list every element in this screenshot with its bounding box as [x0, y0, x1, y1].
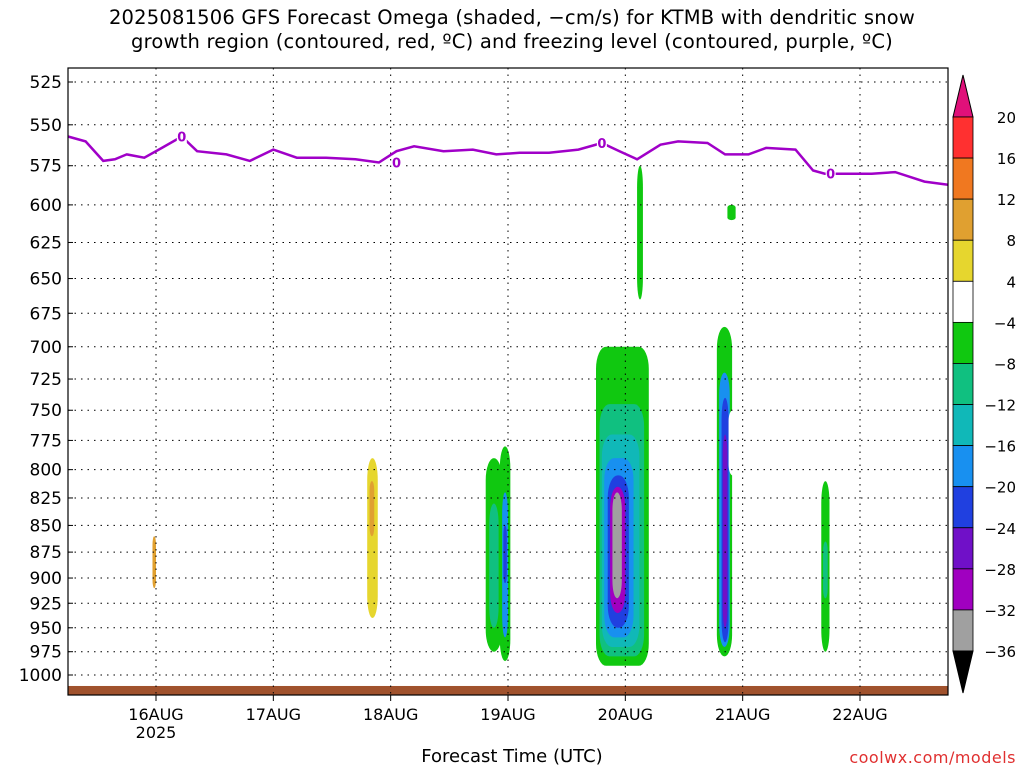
y-tick-label: 800 — [30, 461, 62, 481]
x-tick-label: 16AUG — [128, 705, 183, 724]
colorbar-bottom-arrow — [952, 650, 974, 694]
y-tick-label: 675 — [30, 304, 62, 324]
watermark[interactable]: coolwx.com/models — [849, 748, 1016, 767]
x-tick-label: 18AUG — [363, 705, 418, 724]
colorbar-label: −32 — [984, 602, 1016, 620]
y-tick-label: 600 — [30, 196, 62, 216]
colorbar-label: 16 — [997, 150, 1016, 168]
omega-region — [834, 410, 844, 521]
colorbar-band — [952, 198, 974, 241]
x-axis-label: Forecast Time (UTC) — [421, 746, 603, 767]
y-tick-label: 775 — [30, 431, 62, 451]
chart-title: 2025081506 GFS Forecast Omega (shaded, −… — [0, 6, 1024, 54]
colorbar-band — [952, 116, 974, 159]
colorbar-label: 8 — [1006, 232, 1016, 250]
freezing-level-label: 0 — [826, 168, 835, 183]
y-tick-label: 625 — [30, 233, 62, 253]
colorbar-band — [952, 609, 974, 652]
x-tick-label: 17AUG — [246, 705, 301, 724]
y-tick-label: 575 — [30, 157, 62, 177]
omega-region — [807, 372, 816, 464]
omega-region — [728, 410, 737, 476]
colorbar-label: 12 — [997, 191, 1016, 209]
omega-region — [637, 165, 643, 300]
title-line-2: growth region (contoured, red, ºC) and f… — [131, 30, 893, 53]
colorbar-band — [952, 321, 974, 364]
omega-region — [146, 492, 158, 623]
omega-region — [152, 536, 156, 589]
x-tick-label: 20AUG — [598, 705, 653, 724]
y-tick-label: 875 — [30, 543, 62, 563]
y-tick-label: 825 — [30, 489, 62, 509]
colorbar-label: −36 — [984, 643, 1016, 661]
colorbar-band — [952, 445, 974, 488]
y-tick-label: 725 — [30, 370, 62, 390]
omega-region — [735, 64, 746, 134]
colorbar-band — [952, 239, 974, 282]
colorbar-label: −20 — [984, 479, 1016, 497]
y-tick-label: 650 — [30, 270, 62, 290]
x-tick-sublabel: 2025 — [136, 723, 177, 742]
colorbar-band — [952, 527, 974, 570]
colorbar-label: −8 — [994, 355, 1016, 373]
colorbar-band — [952, 486, 974, 529]
colorbar-label: −28 — [984, 561, 1016, 579]
colorbar-label: −24 — [984, 520, 1016, 538]
colorbar-label: 20 — [997, 109, 1016, 127]
colorbar-band — [952, 404, 974, 447]
x-tick-label: 21AUG — [715, 705, 770, 724]
y-tick-label: 1000 — [19, 666, 62, 686]
y-tick-label: 900 — [30, 569, 62, 589]
terrain-band — [68, 685, 948, 695]
omega-region — [822, 64, 830, 134]
freezing-label-bg — [596, 136, 607, 151]
colorbar-band — [952, 280, 974, 323]
omega-region — [489, 503, 499, 628]
colorbar-label: −16 — [984, 438, 1016, 456]
omega-region — [369, 481, 375, 537]
colorbar-label: −12 — [984, 397, 1016, 415]
omega-region — [612, 492, 622, 599]
colorbar-top-arrow — [952, 74, 974, 118]
freezing-label-bg — [391, 155, 402, 170]
colorbar-label: −4 — [994, 314, 1016, 332]
y-tick-label: 550 — [30, 116, 62, 136]
y-tick-label: 525 — [30, 73, 62, 93]
x-tick-label: 19AUG — [480, 705, 535, 724]
omega-region — [807, 149, 816, 272]
freezing-label-bg — [176, 129, 187, 144]
freezing-level-label: 0 — [392, 157, 401, 172]
colorbar-band — [952, 363, 974, 405]
x-tick-label: 22AUG — [832, 705, 887, 724]
title-line-1: 2025081506 GFS Forecast Omega (shaded, −… — [108, 6, 916, 29]
colorbar-band — [952, 157, 974, 200]
y-tick-label: 975 — [30, 643, 62, 663]
omega-region — [727, 204, 736, 221]
omega-region — [513, 410, 525, 504]
omega-region — [255, 452, 266, 563]
colorbar-band — [952, 568, 974, 611]
freezing-level-label: 0 — [177, 130, 186, 145]
y-tick-label: 700 — [30, 338, 62, 358]
y-tick-label: 925 — [30, 594, 62, 614]
omega-region — [503, 525, 507, 584]
freezing-label-bg — [825, 166, 836, 181]
omega-region — [722, 434, 728, 628]
y-tick-label: 850 — [30, 516, 62, 536]
freezing-level-label: 0 — [597, 137, 606, 152]
omega-region — [175, 249, 185, 417]
colorbar-label: 4 — [1006, 273, 1016, 291]
y-tick-label: 950 — [30, 619, 62, 639]
y-tick-label: 750 — [30, 401, 62, 421]
omega-region — [823, 541, 828, 599]
